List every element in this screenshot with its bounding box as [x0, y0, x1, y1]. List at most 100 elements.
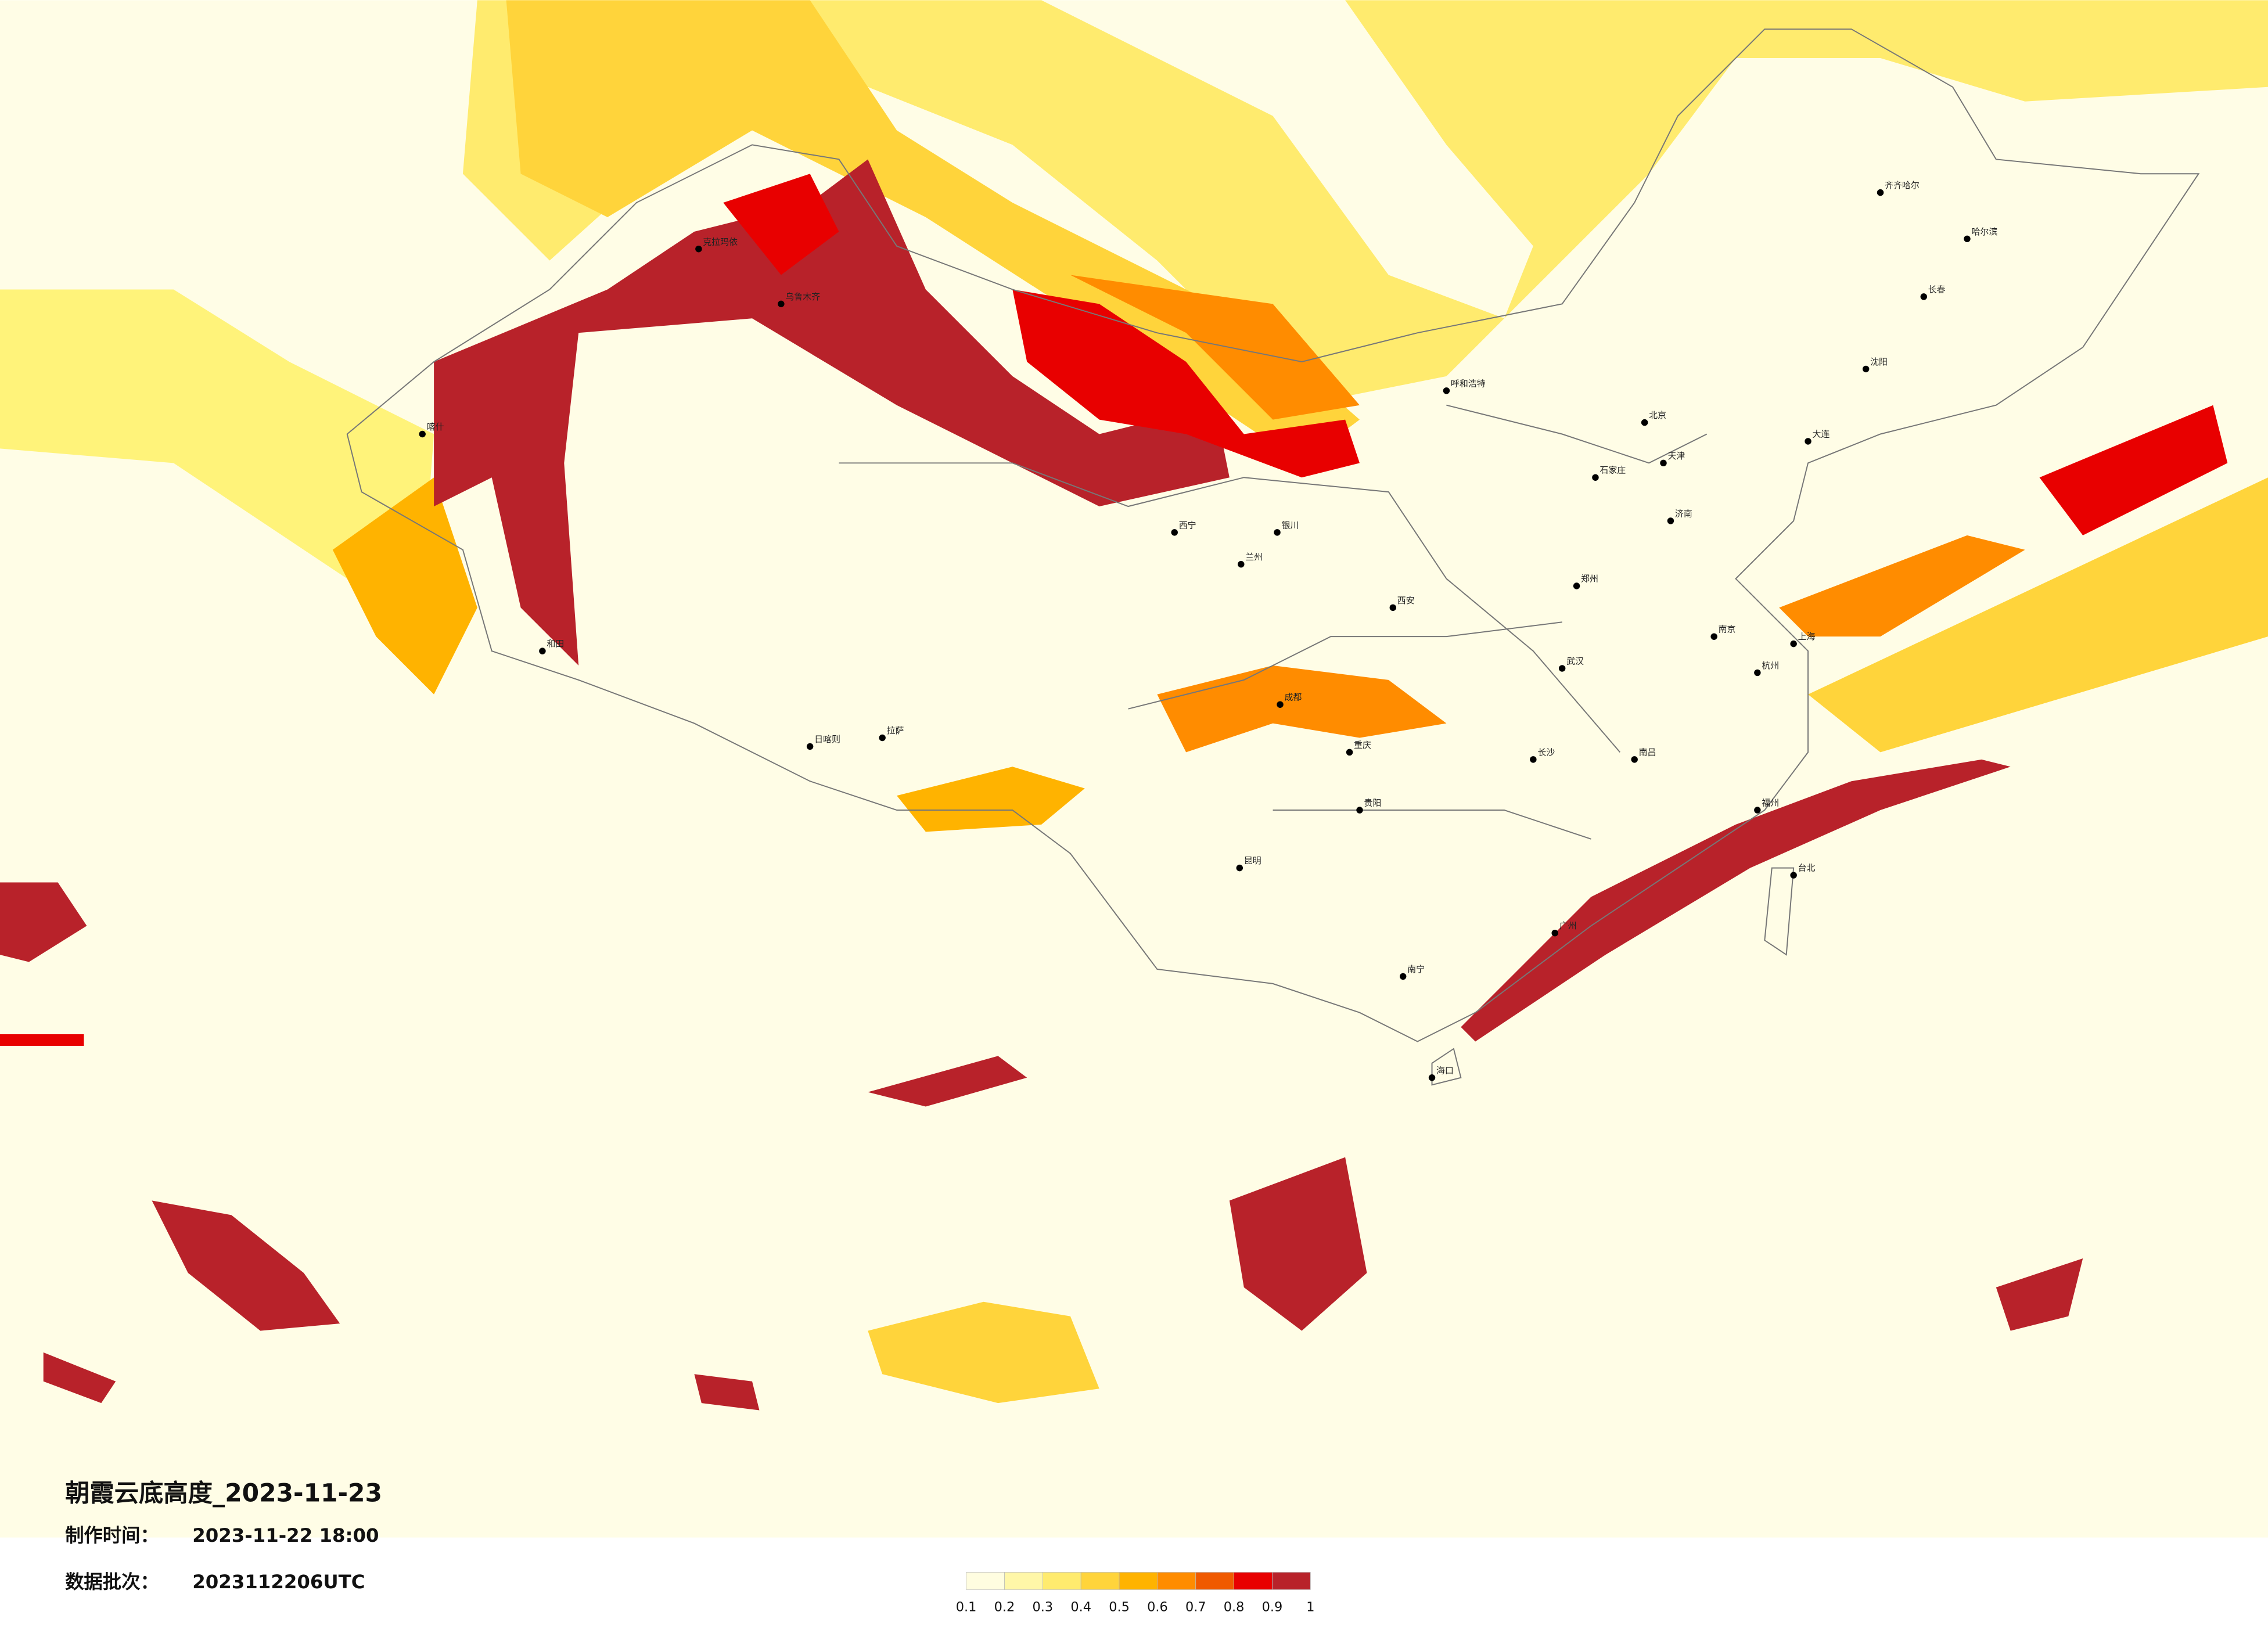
city-dot — [1346, 749, 1353, 756]
city-label: 乌鲁木齐 — [785, 292, 820, 302]
colorbar-tick-label: 0.6 — [1147, 1600, 1168, 1615]
city-label: 长春 — [1928, 284, 1946, 294]
city-dot — [1790, 640, 1797, 647]
city-label: 西安 — [1397, 595, 1415, 606]
batch: 2023112206UTC — [192, 1571, 365, 1593]
city-dot — [1443, 387, 1450, 394]
city-dot — [1428, 1074, 1436, 1081]
city-dot — [1399, 973, 1407, 980]
city-label: 海口 — [1436, 1065, 1454, 1075]
colorbar-swatch — [1195, 1572, 1234, 1590]
city-label: 北京 — [1649, 410, 1666, 420]
cloud-area — [1070, 275, 1360, 420]
city-dot — [1631, 756, 1638, 763]
city-label: 大连 — [1813, 429, 1830, 439]
cloud-area — [868, 1301, 1099, 1404]
city-label: 广州 — [1559, 920, 1577, 931]
city-dot — [1754, 807, 1761, 814]
colorbar-swatch — [966, 1572, 1005, 1590]
cloud-area — [0, 289, 434, 623]
city-label: 重庆 — [1354, 740, 1371, 750]
city-label: 成都 — [1285, 692, 1302, 703]
colorbar-tick-label: 0.4 — [1070, 1600, 1091, 1615]
city-dot — [1238, 560, 1245, 568]
cloud-area — [0, 1034, 84, 1046]
cloud-area — [897, 767, 1085, 832]
colorbar-tick-label: 0.8 — [1224, 1600, 1245, 1615]
cloud-area — [1808, 477, 2268, 753]
batch-label: 数据批次： — [65, 1571, 159, 1593]
cloud-area — [1461, 759, 2011, 1042]
city-dot — [1710, 633, 1717, 640]
city-dot — [1171, 529, 1178, 536]
title: 朝霞云底高度_2023-11-23 — [65, 1478, 382, 1507]
city-dot — [1877, 189, 1884, 196]
colorbar-swatch — [1080, 1572, 1120, 1590]
city-label: 杭州 — [1762, 660, 1779, 671]
city-label: 长沙 — [1537, 747, 1555, 757]
colorbar-swatch — [1119, 1572, 1158, 1590]
cloud-areas — [0, 0, 2268, 1411]
cloud-area — [694, 1374, 760, 1411]
city-dot — [1862, 365, 1870, 373]
city-label: 银川 — [1282, 520, 1299, 530]
city-label: 武汉 — [1566, 656, 1584, 666]
city-label: 哈尔滨 — [1971, 226, 1997, 237]
cloud-area — [2039, 405, 2228, 535]
city-label: 日喀则 — [814, 734, 840, 744]
city-dot — [806, 743, 814, 750]
cloud-area — [152, 1200, 340, 1331]
colorbar-swatch — [1234, 1572, 1273, 1590]
colorbar-swatch — [1272, 1572, 1311, 1590]
city-label: 南宁 — [1407, 964, 1425, 974]
cloud-area — [462, 0, 2268, 405]
cloud-area — [332, 477, 477, 695]
city-label: 济南 — [1675, 508, 1692, 519]
colorbar-tick-label: 0.3 — [1033, 1600, 1054, 1615]
colorbar-tick-label: 1 — [1306, 1600, 1314, 1615]
colorbar-tick-label: 0.2 — [994, 1600, 1015, 1615]
city-dot — [1389, 604, 1397, 611]
colorbar: 0.1 0.2 0.3 0.4 0.5 0.6 0.7 0.8 0.9 1 — [956, 1572, 1314, 1615]
city-dot — [1277, 701, 1284, 708]
city-label: 郑州 — [1581, 574, 1598, 584]
city-label: 和田 — [547, 639, 564, 649]
city-label: 上海 — [1798, 631, 1816, 642]
city-dot — [1274, 529, 1281, 536]
city-dot — [1236, 864, 1243, 872]
city-dot — [1356, 807, 1363, 814]
cloud-area — [723, 174, 839, 275]
city-dot — [1592, 474, 1599, 481]
city-dot — [1530, 756, 1537, 763]
city-dot — [1667, 517, 1674, 524]
city-label: 齐齐哈尔 — [1885, 180, 1920, 190]
city-label: 福州 — [1762, 798, 1779, 808]
city-label: 克拉玛依 — [703, 236, 738, 247]
city-dot — [1558, 665, 1566, 672]
country-border — [346, 28, 2200, 1042]
city-label: 贵阳 — [1364, 798, 1381, 808]
city-dot — [419, 430, 426, 438]
city-label: 喀什 — [427, 422, 444, 432]
borders — [346, 28, 2200, 1086]
cloud-area — [1157, 665, 1447, 753]
colorbar-swatch — [1042, 1572, 1081, 1590]
city-dot — [778, 300, 785, 308]
city-label: 呼和浩特 — [1451, 378, 1486, 388]
cloud-area — [1996, 1258, 2083, 1331]
colorbar-tick-label: 0.5 — [1109, 1600, 1130, 1615]
city-dot — [539, 647, 546, 654]
cloud-area — [0, 882, 87, 962]
city-label: 台北 — [1798, 863, 1816, 873]
city-label: 南昌 — [1639, 747, 1656, 757]
city-dot — [1920, 293, 1928, 300]
city-dot — [1790, 872, 1797, 879]
map-background — [0, 0, 2268, 1538]
city-label: 南京 — [1719, 624, 1736, 635]
city-dot — [1964, 235, 1971, 243]
colorbar-tick-label: 0.1 — [956, 1600, 977, 1615]
cloud-area — [434, 159, 1230, 665]
made-time-label: 制作时间： — [65, 1524, 159, 1546]
